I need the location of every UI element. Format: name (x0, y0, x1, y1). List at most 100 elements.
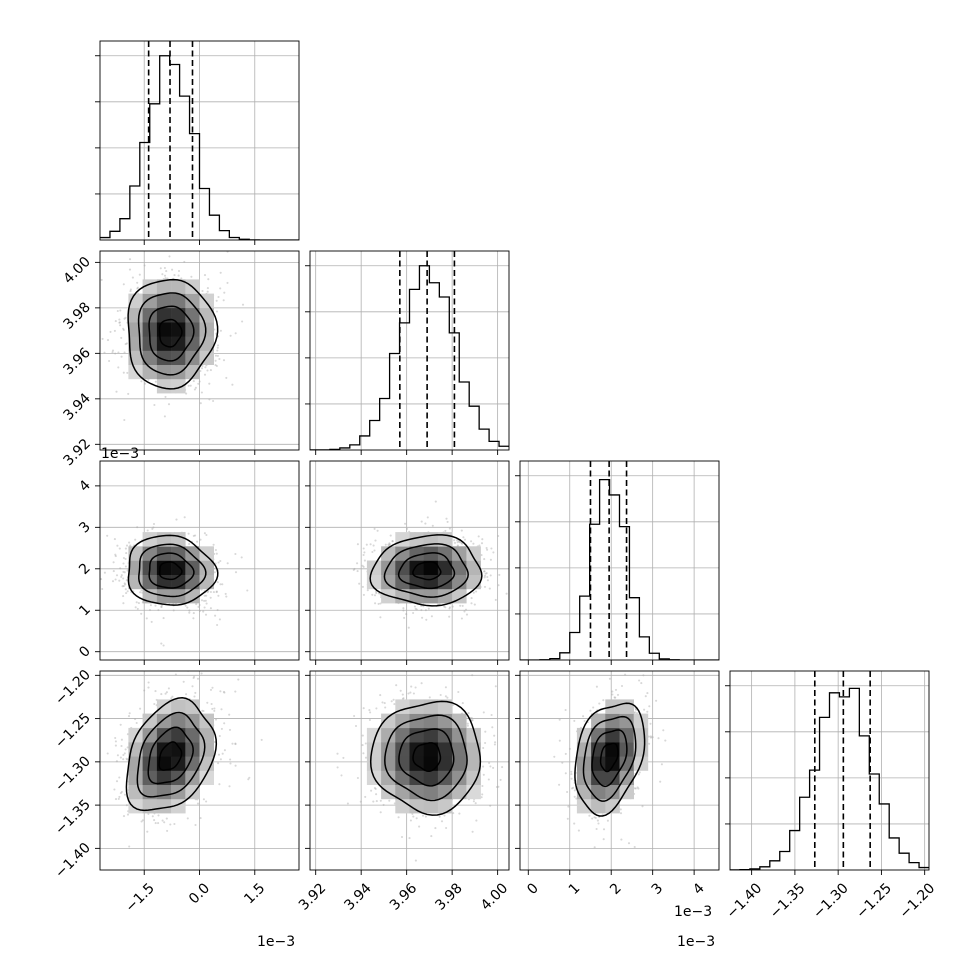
scatter-point (375, 592, 377, 594)
scatter-point (429, 696, 431, 698)
scatter-point (161, 237, 163, 239)
scatter-point (353, 568, 355, 570)
scatter-point (127, 590, 129, 592)
scatter-point (457, 691, 459, 693)
density-cell (157, 742, 172, 757)
scatter-point (501, 766, 503, 768)
scatter-point (117, 366, 119, 368)
scatter-point (187, 817, 189, 819)
scatter-point (129, 712, 131, 714)
scatter-point (206, 702, 208, 704)
scatter-point (514, 569, 516, 571)
scatter-point (106, 535, 108, 537)
scatter-point (490, 547, 492, 549)
scatter-point (488, 778, 490, 780)
scatter-point (414, 605, 416, 607)
scatter-point (464, 539, 466, 541)
scatter-point (125, 565, 127, 567)
scatter-point (381, 701, 383, 703)
scatter-point (123, 419, 125, 421)
scatter-point (486, 576, 488, 578)
scatter-point (122, 577, 124, 579)
scatter-point (362, 744, 364, 746)
scatter-point (153, 404, 155, 406)
scatter-point (374, 602, 376, 604)
scatter-point (217, 296, 219, 298)
scatter-point (420, 609, 422, 611)
y-tick-label: 0 (76, 643, 94, 661)
scatter-point (164, 415, 166, 417)
scatter-point (367, 589, 369, 591)
scatter-point (353, 715, 355, 717)
scatter-point (365, 742, 367, 744)
scatter-point (219, 690, 221, 692)
scatter-point (228, 714, 230, 716)
scatter-point (465, 609, 467, 611)
scatter-point (204, 595, 206, 597)
scatter-point (128, 845, 130, 847)
scatter-point (120, 745, 122, 747)
scatter-point (475, 820, 477, 822)
scatter-point (425, 816, 427, 818)
scatter-point (362, 586, 364, 588)
density-cell (395, 561, 410, 576)
scatter-point (118, 776, 120, 778)
scatter-point (203, 798, 205, 800)
scatter-point (444, 530, 446, 532)
scatter-point (481, 538, 483, 540)
scatter-point (337, 766, 339, 768)
scatter-point (340, 774, 342, 776)
scatter-point (370, 790, 372, 792)
scatter-point (116, 574, 118, 576)
scatter-point (125, 343, 127, 345)
scatter-point (362, 735, 364, 737)
scatter-point (380, 811, 382, 813)
scatter-point (452, 606, 454, 608)
scatter-point (500, 779, 502, 781)
scatter-point (490, 559, 492, 561)
density-cell (452, 546, 467, 561)
scatter-point (418, 826, 420, 828)
scatter-point (472, 543, 474, 545)
scatter-point (369, 711, 371, 713)
scatter-point (444, 606, 446, 608)
scatter-point (410, 686, 412, 688)
density-cell (171, 699, 186, 714)
scatter-point (153, 703, 155, 705)
scatter-point (220, 330, 222, 332)
scatter-point (400, 690, 402, 692)
density-cell (157, 336, 172, 351)
scatter-point (165, 693, 167, 695)
scatter-point (149, 609, 151, 611)
scatter-point (178, 270, 180, 272)
x-tick-label: 0.0 (186, 880, 213, 907)
scatter-point (449, 528, 451, 530)
scatter-point (463, 610, 465, 612)
scatter-point (132, 277, 134, 279)
scatter-point (211, 687, 213, 689)
scatter-point (103, 352, 105, 354)
scatter-point (474, 604, 476, 606)
scatter-point (185, 693, 187, 695)
scatter-point (124, 794, 126, 796)
scatter-point (121, 739, 123, 741)
scatter-point (123, 372, 125, 374)
scatter-point (124, 752, 126, 754)
scatter-point (202, 710, 204, 712)
scatter-point (164, 275, 166, 277)
scatter-point (115, 740, 117, 742)
density-cell (381, 714, 396, 729)
scatter-point (369, 719, 371, 721)
scatter-point (210, 369, 212, 371)
scatter-point (231, 384, 233, 386)
scatter-point (178, 275, 180, 277)
scatter-point (462, 702, 464, 704)
scatter-point (470, 602, 472, 604)
y-offset-label: 1e−3 (101, 446, 139, 462)
scatter-point (137, 608, 139, 610)
scatter-point (200, 402, 202, 404)
scatter-point (452, 812, 454, 814)
panel-2-1 (305, 461, 524, 665)
scatter-point (204, 374, 206, 376)
scatter-point (403, 617, 405, 619)
